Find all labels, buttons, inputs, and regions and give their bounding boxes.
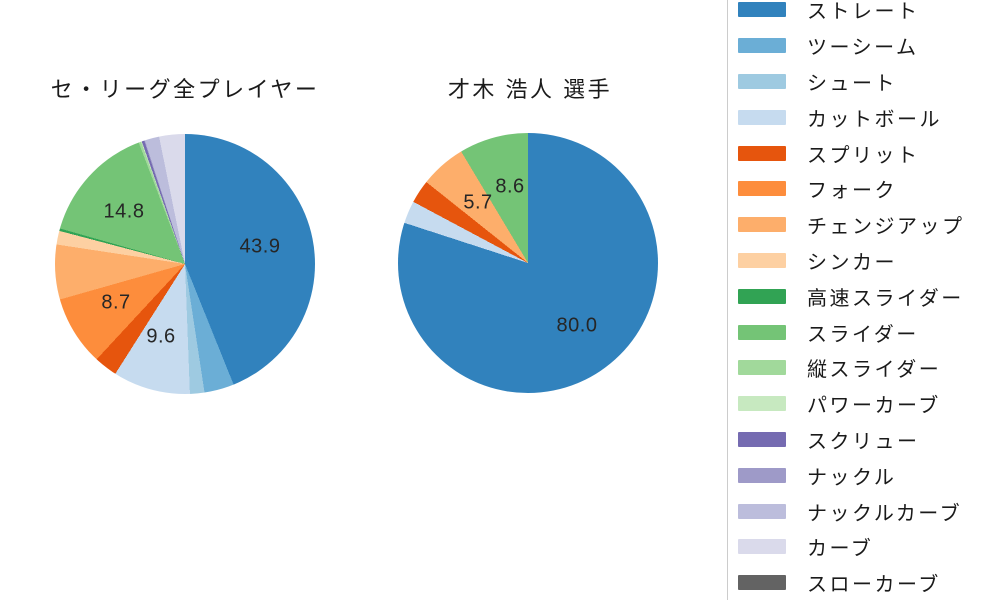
legend-item: 高速スライダー xyxy=(738,278,1000,314)
legend-item-label: シンカー xyxy=(807,251,897,274)
legend-color-swatch-icon xyxy=(738,252,786,268)
legend-item: ナックル xyxy=(738,457,1000,493)
legend-color-swatch-icon xyxy=(738,73,786,89)
legend-color-swatch-icon xyxy=(738,181,786,197)
legend-item-label: スプリット xyxy=(807,144,920,167)
legend-color-swatch-icon xyxy=(738,467,786,483)
legend-item: チェンジアップ xyxy=(738,207,1000,243)
legend-item-label: パワーカーブ xyxy=(807,395,941,418)
right-pie-title: 才木 浩人 選手 xyxy=(447,77,613,102)
legend-color-swatch-icon xyxy=(738,539,786,555)
legend-item: パワーカーブ xyxy=(738,386,1000,422)
legend-item-label: カーブ xyxy=(807,538,874,561)
legend-item-label: シュート xyxy=(807,72,897,95)
pie-value-label: 80.0 xyxy=(556,314,598,337)
legend-item: シュート xyxy=(738,64,1000,100)
legend-color-swatch-icon xyxy=(738,360,786,376)
legend-item-label: 縦スライダー xyxy=(807,359,942,382)
legend-item: 縦スライダー xyxy=(738,350,1000,386)
legend-color-swatch-icon xyxy=(738,2,786,18)
legend-item-label: ツーシーム xyxy=(807,37,919,60)
legend-item: ツーシーム xyxy=(738,28,1000,64)
legend: ストレートツーシームシュートカットボール スプリットフォークチェンジアップ シンカー… xyxy=(727,0,1000,600)
legend-color-swatch-icon xyxy=(738,217,786,233)
left-pie-chart xyxy=(55,134,315,394)
legend-item-label: スローカーブ xyxy=(807,574,941,597)
legend-color-swatch-icon xyxy=(738,396,786,412)
legend-item: スライダー xyxy=(738,314,1000,350)
legend-item-label: フォーク xyxy=(807,180,897,203)
legend-item: シンカー xyxy=(738,243,1000,279)
legend-item-label: ストレート xyxy=(807,1,920,24)
legend-color-swatch-icon xyxy=(738,38,786,54)
legend-item: カーブ xyxy=(738,529,1000,565)
legend-item: スローカーブ xyxy=(738,565,1000,600)
legend-color-swatch-icon xyxy=(738,503,786,519)
legend-color-swatch-icon xyxy=(738,324,786,340)
legend-item-label: ナックルカーブ xyxy=(807,502,963,525)
pie-value-label: 9.6 xyxy=(146,325,176,348)
legend-item: カットボール xyxy=(738,99,1000,135)
legend-item-label: スクリュー xyxy=(807,430,920,453)
legend-item: スプリット xyxy=(738,135,1000,171)
legend-color-swatch-icon xyxy=(738,575,786,591)
legend-item: ストレート xyxy=(738,0,1000,28)
legend-item: ナックルカーブ xyxy=(738,493,1000,529)
legend-item-label: ナックル xyxy=(807,466,897,489)
legend-item-label: 高速スライダー xyxy=(807,287,964,310)
right-pie-chart xyxy=(398,133,658,393)
legend-color-swatch-icon xyxy=(738,145,786,161)
legend-item: スクリュー xyxy=(738,422,1000,458)
pie-value-label: 8.7 xyxy=(101,291,131,314)
left-pie-title: セ・リーグ全プレイヤー xyxy=(50,77,320,102)
pie-value-label: 5.7 xyxy=(463,191,493,214)
legend-color-swatch-icon xyxy=(738,431,786,447)
legend-item-label: スライダー xyxy=(807,323,919,346)
legend-item: フォーク xyxy=(738,171,1000,207)
pie-value-label: 8.6 xyxy=(495,175,525,198)
legend-color-swatch-icon xyxy=(738,288,786,304)
legend-item-label: チェンジアップ xyxy=(807,216,965,239)
legend-item-label: カットボール xyxy=(807,108,942,131)
pie-value-label: 43.9 xyxy=(239,235,281,258)
legend-color-swatch-icon xyxy=(738,109,786,125)
pie-value-label: 14.8 xyxy=(103,200,145,223)
